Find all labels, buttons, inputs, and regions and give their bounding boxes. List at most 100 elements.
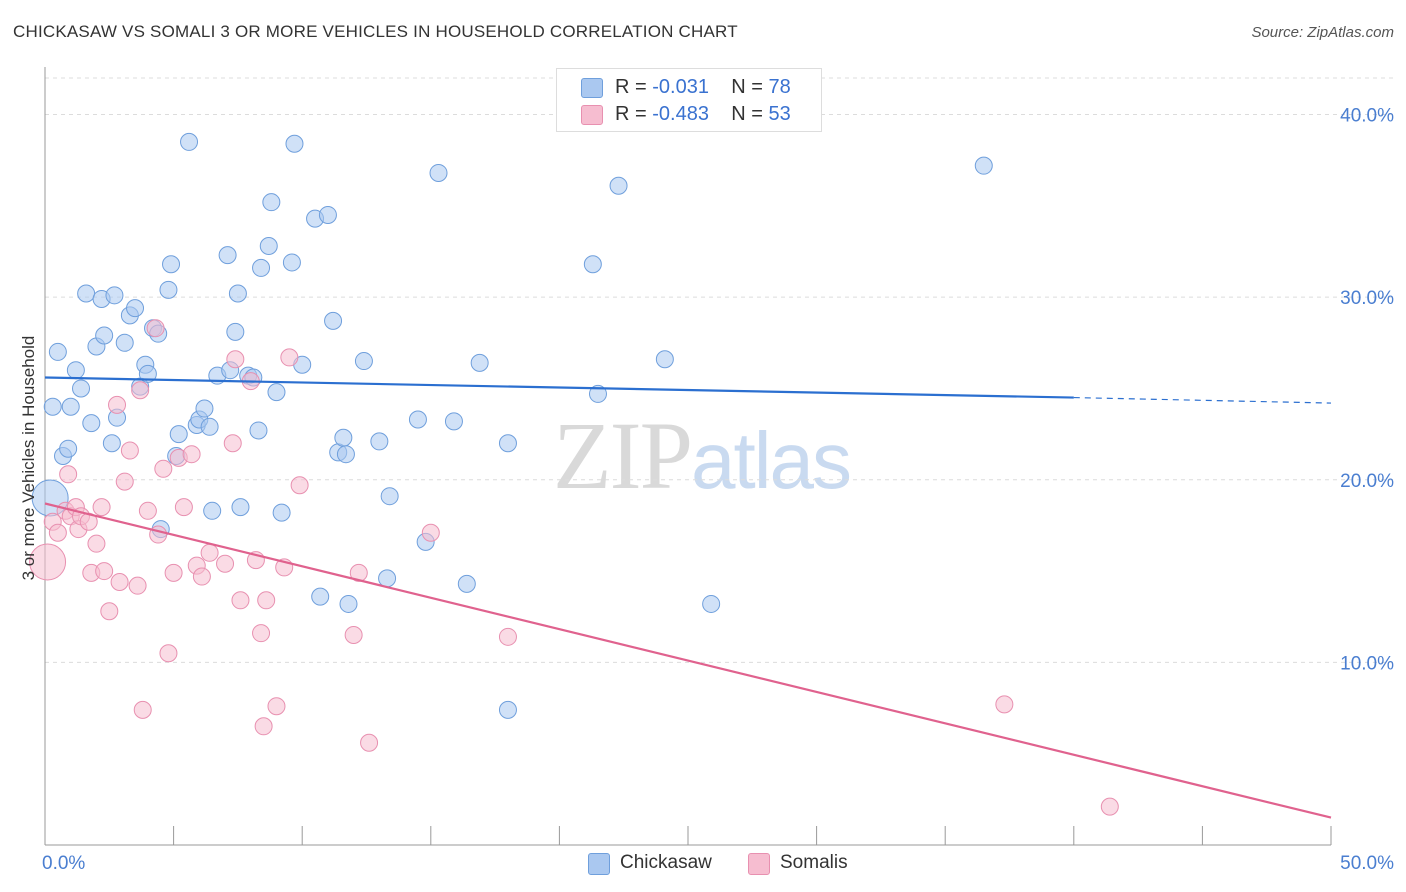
somali-point <box>164 563 183 582</box>
somali-point <box>138 501 157 520</box>
somali-point <box>254 717 273 736</box>
x-tick-label: 0.0% <box>42 853 85 874</box>
chickasaw-point <box>378 569 397 588</box>
chickasaw-point <box>169 425 188 444</box>
somali-point <box>87 534 106 553</box>
y-tick-label: 10.0% <box>1340 653 1394 674</box>
somali-point <box>92 498 111 517</box>
legend-r-label: R = <box>615 76 647 98</box>
somali-point <box>59 465 78 484</box>
chickasaw-point <box>429 163 448 182</box>
chickasaw-point <box>354 352 373 371</box>
chickasaw-point <box>588 384 607 403</box>
chart-title: CHICKASAW VS SOMALI 3 OR MORE VEHICLES I… <box>13 22 738 41</box>
chickasaw-point <box>249 421 268 440</box>
somali-point <box>280 348 299 367</box>
chickasaw-point <box>77 284 96 303</box>
chickasaw-point <box>267 383 286 402</box>
chickasaw-point <box>334 428 353 447</box>
tick-labels: 10.0% 20.0% 30.0% 40.0% 0.0% 50.0% <box>42 106 1394 874</box>
somali-point <box>1100 797 1119 816</box>
somali-point <box>231 591 250 610</box>
chickasaw-point <box>974 156 993 175</box>
somali-trend-line <box>44 502 1332 819</box>
chickasaw-point <box>43 397 62 416</box>
chickasaw-swatch <box>581 78 603 98</box>
chickasaw-point <box>252 258 271 277</box>
somali-point <box>100 602 119 621</box>
chickasaw-point <box>380 487 399 506</box>
chickasaw-point <box>318 205 337 224</box>
chickasaw-point <box>609 176 628 195</box>
somali-point <box>108 395 127 414</box>
chickasaw-point <box>72 379 91 398</box>
somali-point <box>421 523 440 542</box>
chickasaw-point <box>138 364 157 383</box>
chickasaw-point <box>203 501 222 520</box>
somali-point <box>159 644 178 663</box>
somali-point <box>192 567 211 586</box>
chickasaw-point <box>218 246 237 265</box>
chickasaw-point <box>228 284 247 303</box>
chickasaw-swatch <box>588 853 610 875</box>
somali-point <box>257 591 276 610</box>
somali-point <box>95 562 114 581</box>
watermark-zip: ZIP <box>553 402 693 509</box>
somali-point <box>29 543 67 581</box>
chickasaw-point <box>336 445 355 464</box>
chickasaw-point <box>159 280 178 299</box>
watermark-atlas: atlas <box>691 416 852 505</box>
somali-point <box>223 434 242 453</box>
chickasaw-point <box>498 434 517 453</box>
y-tick-label: 20.0% <box>1340 471 1394 492</box>
somali-point <box>349 563 368 582</box>
chickasaw-point <box>311 587 330 606</box>
chickasaw-point <box>444 412 463 431</box>
chickasaw-point <box>457 574 476 593</box>
somali-swatch <box>581 105 603 125</box>
somali-point <box>226 350 245 369</box>
y-tick-label: 30.0% <box>1340 288 1394 309</box>
somali-point <box>216 554 235 573</box>
chickasaw-point <box>470 353 489 372</box>
somali-point <box>200 543 219 562</box>
somali-point <box>267 697 286 716</box>
chickasaw-point <box>126 299 145 318</box>
somali-point <box>498 627 517 646</box>
somali-point <box>131 381 150 400</box>
somali-point <box>110 573 129 592</box>
somali-point <box>120 441 139 460</box>
chickasaw-point <box>259 237 278 256</box>
chart-source: Source: ZipAtlas.com <box>1251 24 1394 41</box>
somali-points <box>29 319 1119 816</box>
trend-lines <box>44 376 1332 819</box>
somali-point <box>128 576 147 595</box>
chickasaw-point <box>272 503 291 522</box>
chickasaw-point <box>61 397 80 416</box>
chickasaw-point <box>226 322 245 341</box>
legend-r-value: -0.483 <box>652 103 709 125</box>
somali-point <box>133 700 152 719</box>
somali-point <box>182 445 201 464</box>
chickasaw-point <box>102 434 121 453</box>
chickasaw-point <box>370 432 389 451</box>
chickasaw-trend-extension <box>1073 396 1332 404</box>
somali-point <box>290 476 309 495</box>
chickasaw-trend-line <box>44 376 1074 399</box>
chickasaw-point <box>655 350 674 369</box>
chickasaw-point <box>324 311 343 330</box>
x-tick-label: 50.0% <box>1340 853 1394 874</box>
chickasaw-point <box>339 594 358 613</box>
chickasaw-point <box>82 414 101 433</box>
chickasaw-point <box>66 361 85 380</box>
chickasaw-point <box>702 594 721 613</box>
somali-point <box>344 625 363 644</box>
somali-swatch <box>748 853 770 875</box>
somali-point <box>146 319 165 338</box>
somali-point <box>48 523 67 542</box>
chickasaw-point <box>583 255 602 274</box>
chickasaw-point <box>95 326 114 345</box>
chickasaw-point <box>105 286 124 305</box>
somali-point <box>995 695 1014 714</box>
